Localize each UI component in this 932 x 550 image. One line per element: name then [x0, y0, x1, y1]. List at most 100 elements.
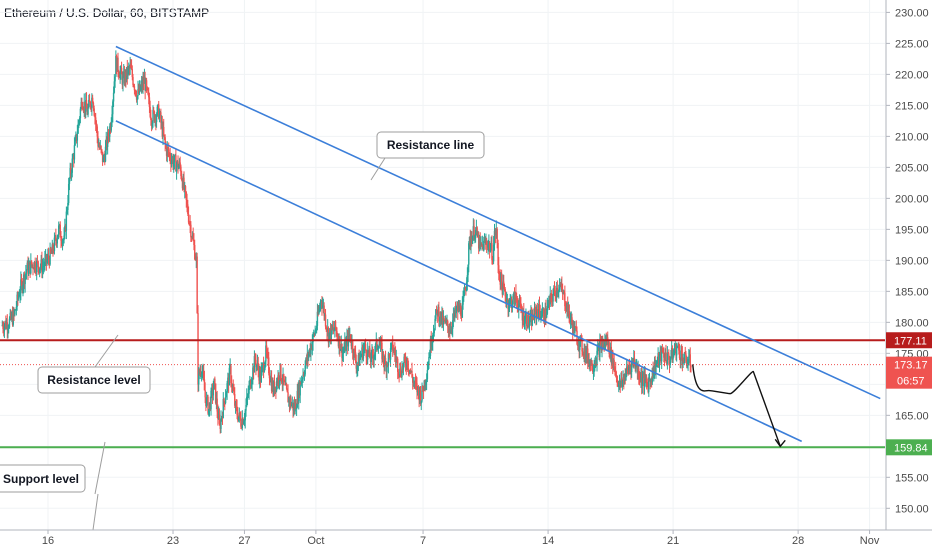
candle-body — [555, 287, 558, 298]
candle-body — [101, 151, 104, 162]
candle-body — [653, 362, 656, 373]
candle-body — [610, 346, 613, 363]
candle-body — [684, 352, 686, 354]
candle-body — [344, 340, 346, 350]
candle-body — [371, 351, 374, 357]
candle-body — [354, 352, 357, 362]
candle-body — [444, 320, 447, 323]
candle-body — [386, 364, 388, 372]
candle-body — [234, 394, 236, 406]
candle-body — [98, 145, 101, 148]
candle-body — [175, 155, 177, 172]
candle-body — [57, 234, 59, 239]
candle-body — [658, 354, 661, 364]
candle-body — [138, 89, 140, 93]
candle-body — [480, 242, 483, 245]
candle-body — [522, 311, 524, 321]
candle-body — [594, 365, 596, 367]
candle-body — [326, 327, 329, 332]
candle-body — [142, 79, 144, 88]
candle-body — [50, 248, 52, 253]
candle-body — [377, 347, 380, 349]
candle-body — [651, 367, 654, 383]
candle-body — [181, 180, 184, 189]
candle-body — [165, 147, 168, 156]
candle-body — [205, 397, 208, 407]
candle-body — [619, 381, 621, 387]
candle-body — [329, 328, 332, 340]
candle-body — [409, 370, 411, 373]
candle-body — [645, 378, 648, 383]
candle-body — [129, 64, 131, 69]
candle-body — [28, 261, 31, 266]
candle-body — [150, 119, 153, 126]
candle-body — [454, 308, 457, 314]
candle-body — [424, 380, 426, 385]
candle-body — [79, 108, 82, 119]
candle-body — [173, 155, 176, 163]
candle-body — [422, 390, 425, 392]
price-tick-label: 150.00 — [895, 503, 929, 515]
candle-body — [230, 366, 232, 383]
candle-body — [346, 336, 348, 341]
candle-body — [488, 242, 491, 252]
candle-body — [495, 228, 497, 236]
candle-body — [569, 314, 571, 322]
candle-body — [528, 313, 530, 325]
candle-body — [385, 363, 387, 372]
candle-body — [602, 343, 604, 348]
candle-body — [673, 350, 676, 352]
candle-body — [334, 321, 336, 331]
candle-body — [379, 345, 381, 347]
candle-body — [502, 281, 504, 295]
candle-body — [436, 310, 439, 316]
candle-body — [55, 240, 58, 244]
candle-body — [115, 56, 118, 72]
candle-body — [200, 371, 202, 375]
resistance-level-callout-pointer — [94, 334, 119, 368]
candle-body — [125, 67, 128, 80]
resistance-line-callout-label: Resistance line — [387, 138, 475, 152]
candle-body — [339, 336, 341, 351]
candle-body — [460, 305, 462, 316]
candle-body — [366, 349, 369, 360]
candle-body — [676, 346, 679, 348]
candle-body — [650, 379, 653, 383]
candle-body — [211, 388, 213, 391]
candle-body — [251, 380, 253, 385]
candle-body — [545, 307, 547, 318]
resistance-level-tag-label: 177.11 — [894, 335, 927, 347]
candle-body — [422, 386, 424, 391]
candle-body — [197, 313, 199, 385]
candle-body — [92, 102, 95, 109]
candle-body — [369, 358, 372, 362]
candle-body — [114, 76, 116, 82]
candle-body — [185, 191, 187, 200]
candle-body — [199, 371, 201, 374]
candle-body — [249, 380, 251, 386]
candle-body — [167, 147, 169, 150]
candle-body — [483, 240, 485, 251]
candle-body — [212, 389, 215, 396]
candle-body — [538, 304, 541, 312]
candle-body — [354, 348, 356, 353]
candle-body — [309, 349, 311, 354]
candle-body — [336, 331, 338, 338]
candle-body — [303, 374, 305, 376]
candle-body — [531, 313, 534, 326]
candle-body — [371, 351, 373, 353]
candle-body — [243, 420, 246, 422]
candle-body — [326, 329, 328, 332]
candle-body — [324, 314, 327, 327]
candle-body — [162, 126, 164, 137]
candle-body — [87, 107, 89, 115]
candle-body — [102, 157, 105, 162]
candle-body — [591, 360, 593, 371]
candle-body — [468, 236, 471, 244]
candle-body — [237, 414, 239, 421]
candle-body — [345, 340, 347, 351]
candle-body — [399, 368, 401, 376]
candle-body — [628, 367, 630, 371]
